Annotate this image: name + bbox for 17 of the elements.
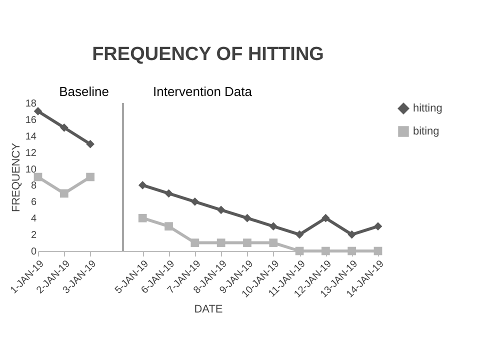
legend-label: hitting xyxy=(413,102,442,114)
y-tick-label: 8 xyxy=(30,180,37,192)
y-tick-label: 12 xyxy=(25,148,37,159)
y-tick-label: 16 xyxy=(25,114,37,126)
y-tick-label: 0 xyxy=(30,246,37,258)
y-tick-label: 6 xyxy=(30,197,37,208)
y-axis-title: FREQUENCY xyxy=(10,142,22,212)
legend-label: biting xyxy=(413,126,440,138)
y-tick-label: 4 xyxy=(30,214,37,225)
text: Baseline xyxy=(59,84,109,99)
x-axis-title: DATE xyxy=(194,303,223,316)
y-tick-label: 2 xyxy=(30,230,37,242)
y-tick-label: 10 xyxy=(25,164,37,176)
y-tick-label: 14 xyxy=(25,131,37,142)
y-tick-label: 18 xyxy=(25,98,37,110)
text: Intervention Data xyxy=(153,84,253,99)
chart-title: FREQUENCY OF HITTING xyxy=(92,44,324,65)
